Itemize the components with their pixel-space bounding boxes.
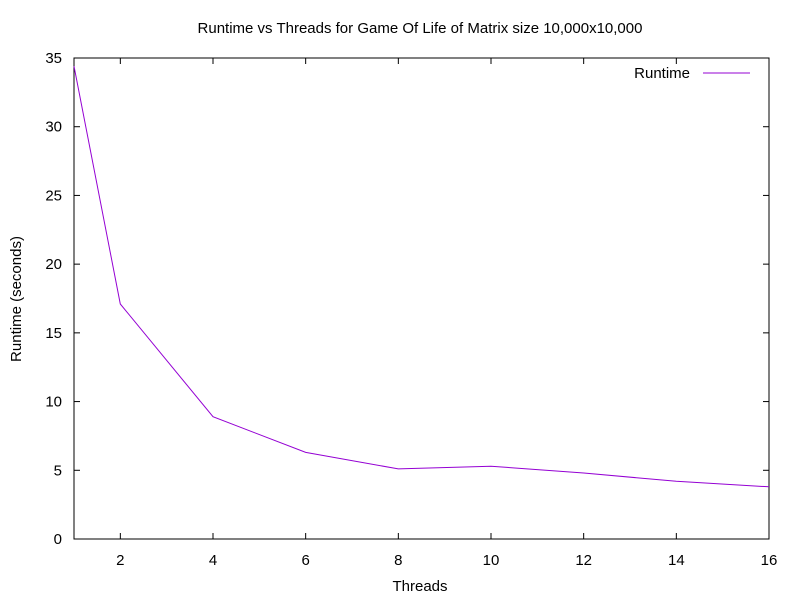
series-layer	[73, 66, 770, 488]
y-tick-label: 5	[54, 462, 62, 479]
x-tick-label: 14	[668, 552, 685, 569]
y-axis-label: Runtime (seconds)	[8, 236, 25, 362]
legend: Runtime	[634, 65, 750, 82]
y-tick-label: 10	[45, 394, 62, 411]
x-tick-label: 10	[483, 552, 500, 569]
x-axis-label: Threads	[392, 578, 447, 595]
y-tick-label: 25	[45, 187, 62, 204]
y-tick-label: 20	[45, 256, 62, 273]
x-axis: 2 4 6 8 10 12 14 16	[116, 58, 777, 569]
x-tick-label: 12	[575, 552, 592, 569]
x-tick-label: 4	[209, 552, 217, 569]
x-tick-label: 8	[394, 552, 402, 569]
y-axis: 0 5 10 15 20 25 30 35	[45, 50, 769, 548]
y-tick-label: 15	[45, 325, 62, 342]
legend-label-runtime: Runtime	[634, 65, 690, 82]
x-tick-label: 6	[301, 552, 309, 569]
chart-title: Runtime vs Threads for Game Of Life of M…	[198, 20, 643, 37]
y-tick-label: 30	[45, 119, 62, 136]
y-tick-label: 35	[45, 50, 62, 67]
x-tick-label: 2	[116, 552, 124, 569]
plot-frame	[73, 57, 770, 540]
x-tick-label: 16	[761, 552, 778, 569]
series-line-runtime	[73, 66, 770, 488]
y-tick-label: 0	[54, 531, 62, 548]
